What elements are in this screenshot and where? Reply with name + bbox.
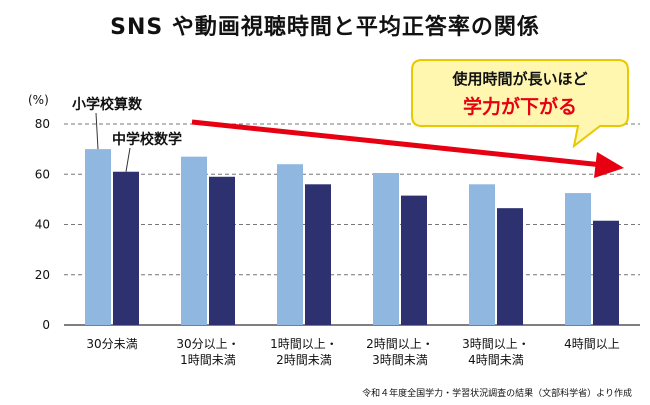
- bar-junior: [305, 184, 331, 325]
- series-elementary-leader: [95, 112, 99, 150]
- x-category-label: 30分未満: [86, 337, 137, 351]
- series-elementary-label: 小学校算数: [72, 96, 143, 113]
- bar-elementary: [85, 149, 111, 325]
- bar-junior: [593, 220, 619, 325]
- series-junior-leader: [125, 147, 131, 172]
- y-unit-label: (%): [28, 93, 49, 107]
- callout-bubble: [411, 59, 629, 149]
- trend-arrow: [191, 119, 624, 178]
- bars-layer: [85, 149, 619, 325]
- series-junior-label: 中学校数学: [112, 131, 182, 148]
- x-category-label: 3時間未満: [372, 353, 428, 367]
- trend-arrow-shaft: [191, 119, 613, 169]
- y-tick-label: 40: [35, 218, 50, 232]
- y-tick-label: 20: [35, 268, 50, 282]
- bar-junior: [113, 171, 139, 325]
- bar-elementary: [565, 193, 591, 325]
- bar-junior: [497, 208, 523, 325]
- y-tick-label: 80: [35, 117, 50, 131]
- y-tick-label: 60: [35, 167, 50, 181]
- bar-elementary: [277, 164, 303, 325]
- x-category-label: 30分以上・: [176, 337, 239, 351]
- x-category-label: 1時間以上・: [270, 337, 338, 351]
- source-note: 令和４年度全国学力・学習状況調査の結果（文部科学省）より作成: [362, 387, 632, 399]
- bar-junior: [401, 195, 427, 325]
- y-tick-layer: 0 20 40 60 80: [35, 117, 50, 332]
- bar-elementary: [469, 184, 495, 325]
- chart-title: SNS や動画視聴時間と平均正答率の関係: [110, 14, 540, 40]
- x-category-label: 2時間以上・: [366, 337, 434, 351]
- bar-elementary: [181, 156, 207, 325]
- bar-junior: [209, 176, 235, 325]
- x-category-label: 4時間以上: [564, 337, 620, 351]
- x-category-layer: 30分未満 30分以上・ 1時間未満 1時間以上・ 2時間未満 2時間以上・ 3時間未満 3時…: [86, 337, 619, 367]
- callout-line1: 使用時間が長いほど: [451, 70, 587, 88]
- bar-elementary: [373, 172, 399, 325]
- x-category-label: 2時間未満: [276, 353, 332, 367]
- callout-line2: 学力が下がる: [463, 95, 577, 118]
- callout: 使用時間が長いほど 学力が下がる: [411, 59, 629, 149]
- trend-arrow-head: [594, 152, 624, 178]
- x-category-label: 4時間未満: [468, 353, 524, 367]
- y-tick-label: 0: [42, 318, 50, 332]
- x-category-label: 3時間以上・: [462, 337, 530, 351]
- grid-layer: [64, 123, 640, 326]
- x-category-label: 1時間未満: [180, 353, 236, 367]
